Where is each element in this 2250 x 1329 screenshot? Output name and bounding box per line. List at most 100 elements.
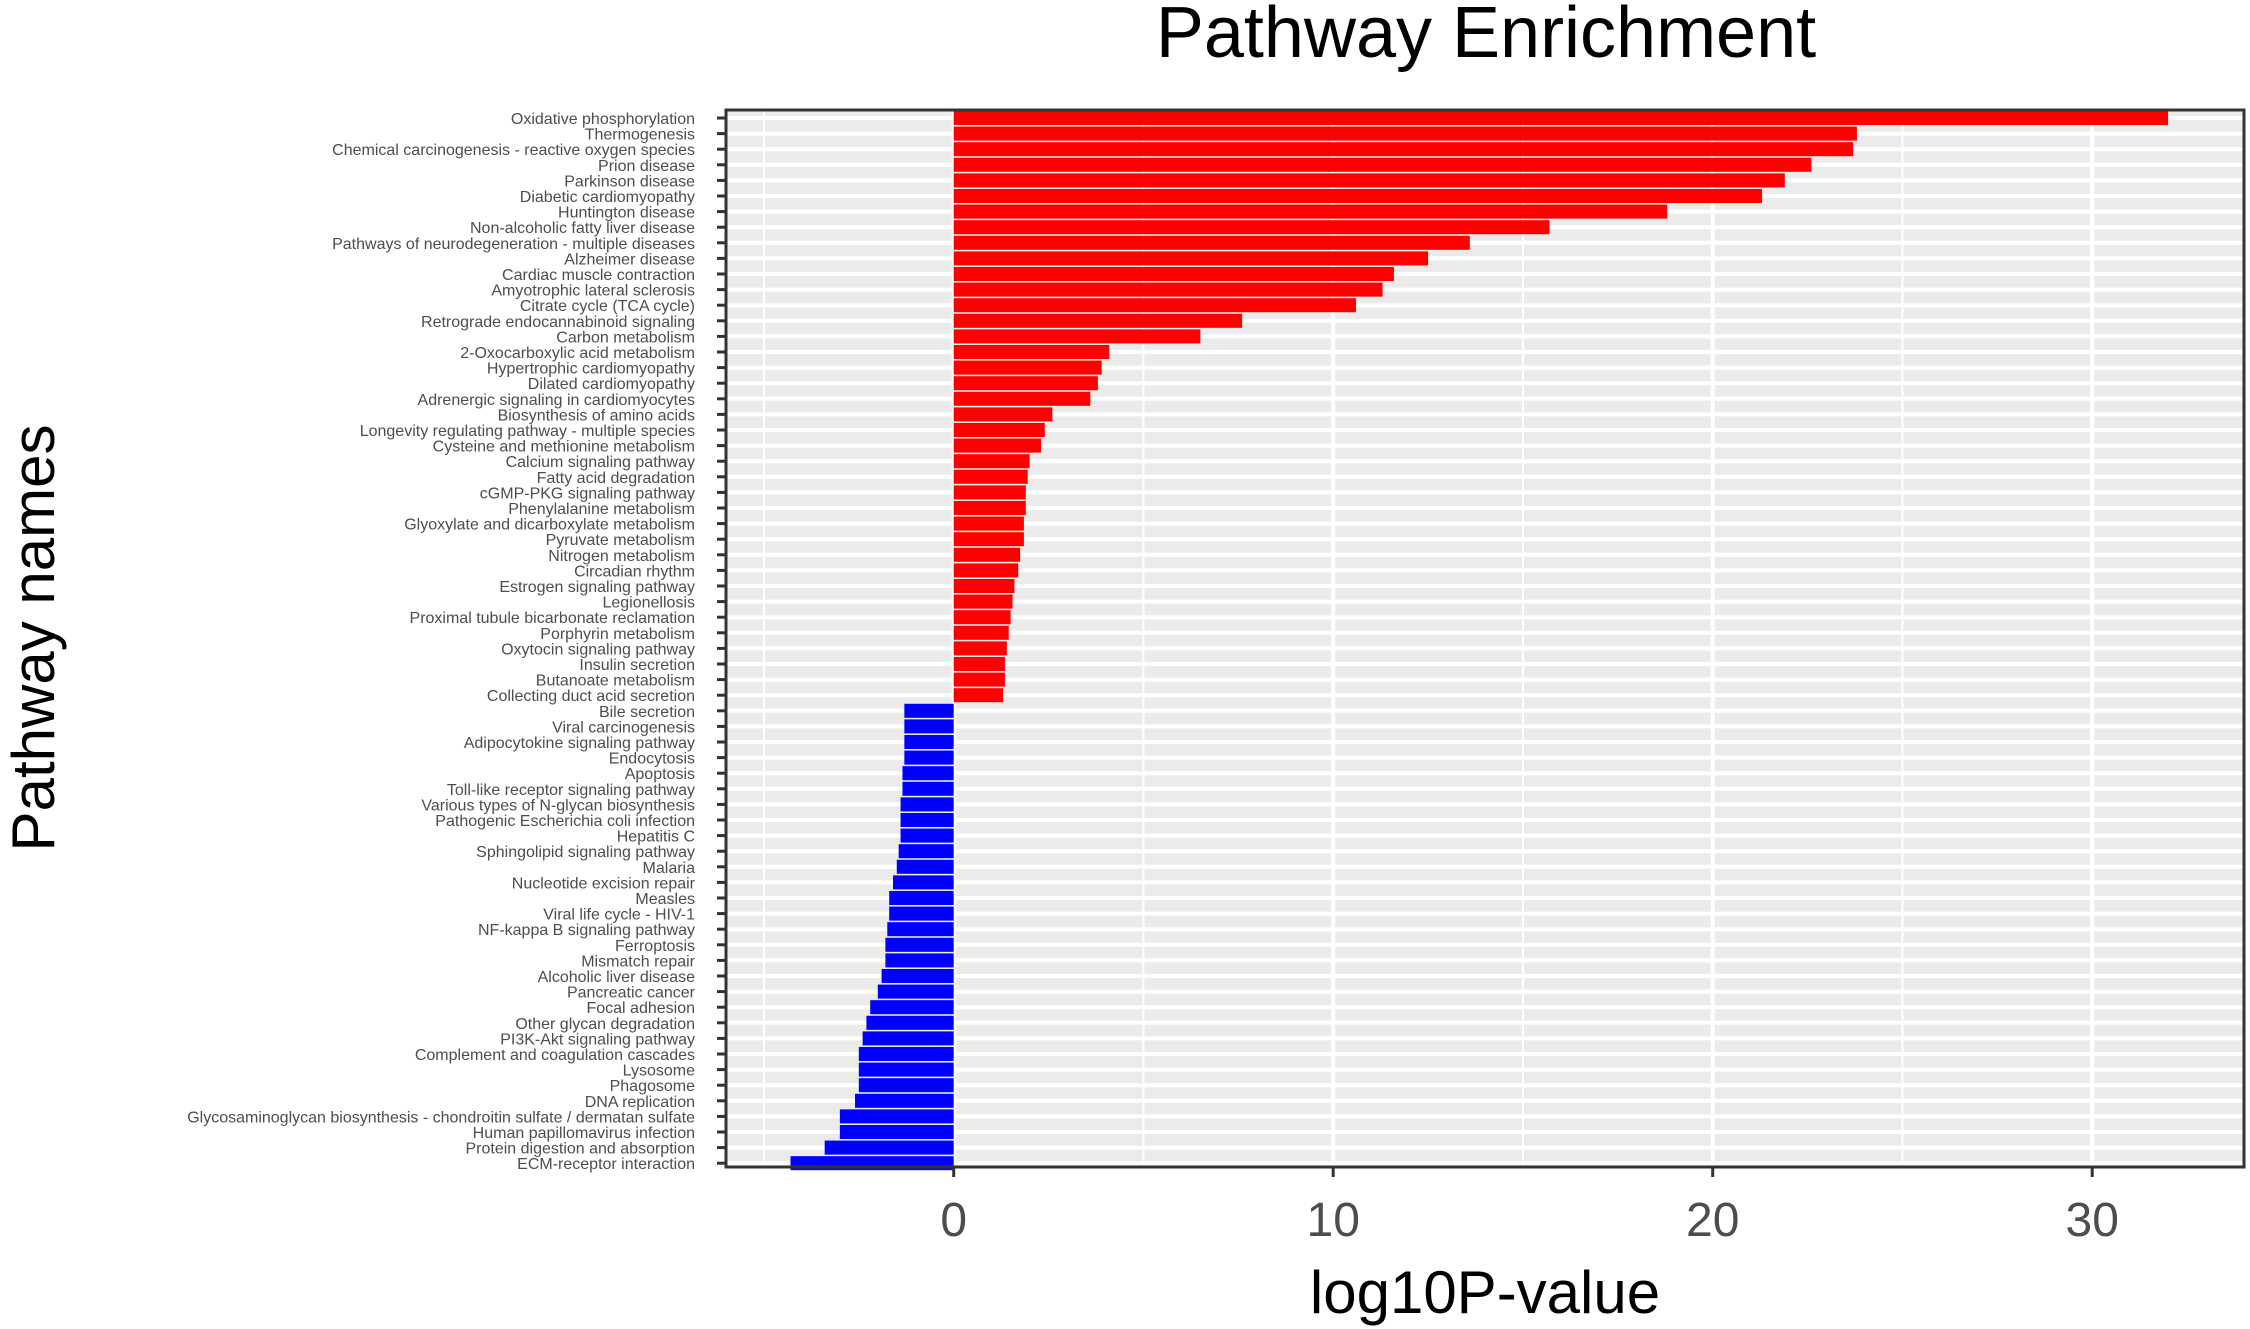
bar: [953, 578, 1015, 594]
y-category-label: Legionellosis: [602, 595, 695, 612]
bar: [900, 797, 954, 812]
y-category-label: Adrenergic signaling in cardiomyocytes: [418, 392, 695, 409]
bar: [953, 360, 1102, 375]
bar: [953, 235, 1470, 250]
y-category-label: Porphyrin metabolism: [540, 626, 695, 643]
y-category-label: Apoptosis: [625, 766, 695, 783]
y-category-label: Pyruvate metabolism: [546, 532, 695, 549]
y-category-label: NF-kappa B signaling pathway: [478, 922, 695, 939]
y-category-label: Calcium signaling pathway: [506, 454, 695, 471]
bar: [953, 344, 1110, 360]
y-axis-category-labels: Oxidative phosphorylationThermogenesisCh…: [187, 111, 695, 1173]
bar: [904, 750, 954, 765]
y-category-label: Glyoxylate and dicarboxylate metabolism: [404, 517, 695, 534]
y-category-label: Butanoate metabolism: [536, 673, 695, 690]
bars: [790, 110, 2169, 1171]
bar: [953, 516, 1024, 531]
bar: [904, 703, 954, 718]
y-axis-title: Pathway names: [0, 425, 67, 852]
bar: [953, 391, 1091, 406]
y-category-label: Estrogen signaling pathway: [499, 579, 695, 596]
y-category-label: ECM-receptor interaction: [517, 1156, 695, 1173]
y-category-label: Hepatitis C: [617, 829, 695, 846]
bar: [953, 547, 1021, 562]
bar: [896, 859, 954, 874]
x-tick-label: 20: [1686, 1194, 1739, 1247]
bar: [953, 298, 1356, 313]
y-category-label: Phenylalanine metabolism: [508, 501, 695, 518]
bar: [953, 422, 1045, 438]
x-axis-ticks: 0 10 20 30: [940, 1167, 2119, 1247]
bar: [953, 656, 1005, 672]
bar: [953, 594, 1013, 609]
bar: [900, 828, 954, 843]
y-category-label: Endocytosis: [609, 751, 695, 768]
bar: [855, 1093, 954, 1108]
y-category-label: Circadian rhythm: [574, 563, 695, 580]
y-category-label: Collecting duct acid secretion: [487, 688, 695, 705]
y-category-label: Various types of N-glycan biosynthesis: [421, 797, 695, 814]
y-category-label: Adipocytokine signaling pathway: [464, 735, 695, 752]
plot-panel: [724, 108, 2246, 1171]
bar: [953, 532, 1024, 547]
y-category-label: 2-Oxocarboxylic acid metabolism: [460, 345, 695, 362]
bar: [858, 1078, 954, 1093]
bar: [953, 485, 1026, 500]
y-category-label: Huntington disease: [558, 205, 695, 222]
y-category-label: Alzheimer disease: [564, 251, 695, 268]
y-category-label: Amyotrophic lateral sclerosis: [491, 283, 695, 300]
y-category-label: Diabetic cardiomyopathy: [520, 189, 695, 206]
panel-border: [724, 108, 2246, 1169]
bar: [953, 688, 1004, 703]
bar: [885, 953, 954, 968]
bar: [887, 922, 954, 937]
y-category-label: Complement and coagulation cascades: [415, 1047, 695, 1064]
bar: [953, 625, 1009, 640]
y-category-label: DNA replication: [585, 1094, 695, 1111]
y-category-label: Glycosaminoglycan biosynthesis - chondro…: [187, 1109, 695, 1126]
y-category-label: Sphingolipid signaling pathway: [476, 844, 695, 861]
bar: [904, 734, 954, 750]
y-category-label: Human papillomavirus infection: [473, 1125, 695, 1142]
y-category-label: Phagosome: [610, 1078, 695, 1095]
y-category-label: Pancreatic cancer: [567, 985, 696, 1002]
bar: [953, 188, 1763, 204]
y-category-label: Measles: [635, 891, 695, 908]
y-category-label: Oxidative phosphorylation: [511, 111, 695, 128]
y-category-label: cGMP-PKG signaling pathway: [480, 485, 695, 502]
bar: [900, 812, 954, 828]
y-category-label: PI3K-Akt signaling pathway: [500, 1031, 695, 1048]
y-category-label: Lysosome: [623, 1063, 695, 1080]
bar: [881, 968, 954, 984]
bar: [953, 454, 1030, 469]
bar: [953, 500, 1026, 516]
y-category-label: Nucleotide excision repair: [512, 875, 696, 892]
bar: [885, 937, 954, 952]
bar: [953, 266, 1394, 282]
bar: [858, 1046, 954, 1062]
bar: [839, 1124, 954, 1140]
bar: [889, 906, 954, 921]
x-tick-label: 30: [2066, 1194, 2119, 1247]
y-axis-ticks: [717, 116, 726, 1165]
y-category-label: Pathways of neurodegeneration - multiple…: [332, 236, 695, 253]
y-category-label: Chemical carcinogenesis - reactive oxyge…: [332, 142, 695, 159]
y-category-label: Proximal tubule bicarbonate reclamation: [410, 610, 695, 627]
bar: [877, 984, 954, 999]
y-category-label: Non-alcoholic fatty liver disease: [470, 220, 695, 237]
bar: [953, 376, 1098, 391]
y-category-label: Retrograde endocannabinoid signaling: [421, 314, 695, 331]
bar: [953, 610, 1011, 625]
chart-title: Pathway Enrichment: [1156, 0, 1816, 73]
y-category-label: Citrate cycle (TCA cycle): [520, 298, 695, 315]
y-category-label: Biosynthesis of amino acids: [498, 407, 695, 424]
bar: [953, 329, 1201, 344]
y-category-label: Viral carcinogenesis: [552, 719, 695, 736]
bar: [953, 220, 1550, 235]
bar: [953, 469, 1028, 484]
y-category-label: Cardiac muscle contraction: [502, 267, 695, 284]
y-category-label: Other glycan degradation: [515, 1016, 695, 1033]
y-category-label: Fatty acid degradation: [537, 470, 695, 487]
y-category-label: Oxytocin signaling pathway: [501, 641, 695, 658]
bar: [862, 1031, 954, 1046]
